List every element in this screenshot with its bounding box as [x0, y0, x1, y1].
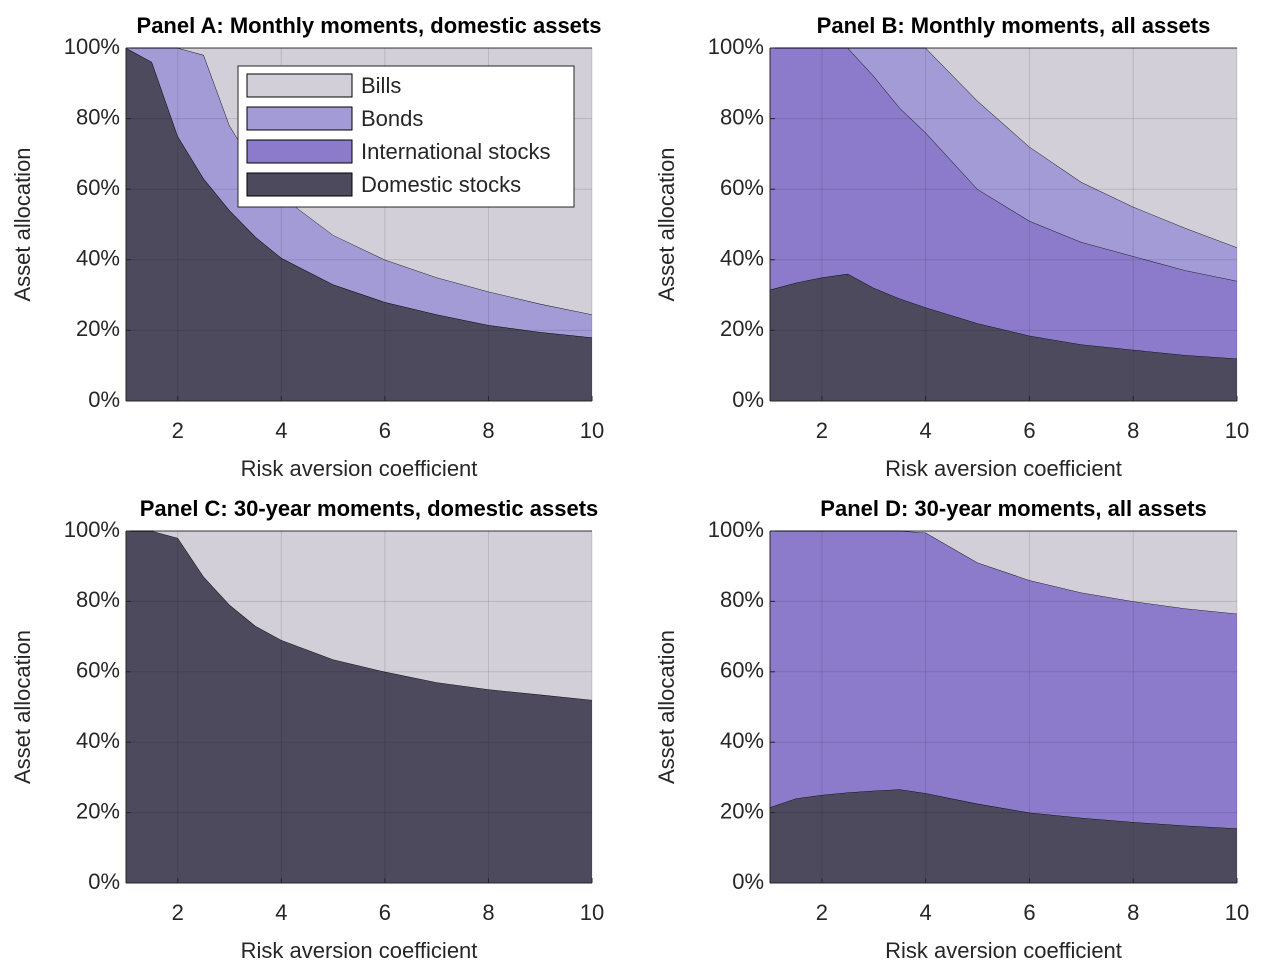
legend-label: International stocks — [361, 139, 551, 164]
y-tick-label: 100% — [64, 517, 120, 542]
y-tick-label: 80% — [720, 104, 764, 129]
legend-swatch — [246, 106, 353, 131]
x-axis-label: Risk aversion coefficient — [241, 938, 478, 963]
x-axis-label: Risk aversion coefficient — [241, 456, 478, 481]
x-tick-label: 4 — [920, 418, 932, 443]
y-tick-label: 100% — [708, 517, 764, 542]
legend-swatch — [246, 73, 353, 98]
area — [126, 531, 592, 883]
chart-title: Panel A: Monthly moments, domestic asset… — [137, 13, 602, 38]
y-tick-label: 60% — [720, 658, 764, 683]
area — [770, 531, 1237, 829]
x-tick-label: 8 — [1127, 418, 1139, 443]
area — [770, 273, 1237, 401]
x-tick-label: 4 — [275, 900, 287, 925]
x-axis-label: Risk aversion coefficient — [885, 938, 1122, 963]
x-tick-label: 10 — [1225, 418, 1249, 443]
chart-title: Panel D: 30-year moments, all assets — [820, 496, 1206, 521]
area — [126, 531, 592, 700]
legend-swatch — [246, 139, 353, 164]
y-tick-label: 100% — [64, 34, 120, 59]
x-tick-label: 8 — [482, 418, 494, 443]
area — [770, 789, 1237, 883]
area — [770, 531, 1237, 614]
chart-title: Panel C: 30-year moments, domestic asset… — [140, 496, 599, 521]
y-tick-label: 20% — [76, 316, 120, 341]
x-axis-label: Risk aversion coefficient — [885, 456, 1122, 481]
x-tick-label: 6 — [379, 900, 391, 925]
y-tick-label: 40% — [76, 728, 120, 753]
panel: 0% 20% 40% 60% 80% 100% 2 4 6 8 10 Panel A: Monthly… — [10, 13, 604, 481]
y-tick-label: 100% — [708, 34, 764, 59]
y-tick-label: 60% — [720, 175, 764, 200]
x-tick-label: 2 — [172, 900, 184, 925]
y-tick-label: 20% — [76, 798, 120, 823]
x-tick-label: 2 — [816, 900, 828, 925]
y-tick-label: 60% — [76, 658, 120, 683]
y-tick-label: 60% — [76, 175, 120, 200]
y-tick-label: 80% — [76, 587, 120, 612]
x-tick-label: 10 — [1225, 900, 1249, 925]
x-tick-label: 8 — [1127, 900, 1139, 925]
y-axis-label: Asset allocation — [654, 630, 679, 784]
panel: 0% 20% 40% 60% 80% 100% 2 4 6 8 10 Panel D: 30-year… — [654, 496, 1249, 963]
y-tick-label: 0% — [732, 869, 764, 894]
panel: 0% 20% 40% 60% 80% 100% 2 4 6 8 10 Panel B: Monthly… — [654, 13, 1249, 481]
area — [126, 48, 592, 401]
chart-title: Panel B: Monthly moments, all assets — [817, 13, 1211, 38]
x-tick-label: 10 — [580, 900, 604, 925]
y-tick-label: 0% — [732, 387, 764, 412]
x-tick-label: 4 — [920, 900, 932, 925]
legend-label: Bonds — [361, 106, 423, 131]
y-tick-label: 40% — [720, 728, 764, 753]
x-tick-label: 2 — [816, 418, 828, 443]
panel: 0% 20% 40% 60% 80% 100% 2 4 6 8 10 Panel C: 30-year… — [10, 496, 604, 963]
y-tick-label: 80% — [76, 104, 120, 129]
legend-swatch — [246, 172, 353, 197]
x-tick-label: 6 — [1023, 418, 1035, 443]
y-tick-label: 40% — [76, 246, 120, 271]
x-tick-label: 6 — [379, 418, 391, 443]
y-tick-label: 20% — [720, 316, 764, 341]
area — [770, 48, 1237, 359]
y-axis-label: Asset allocation — [654, 147, 679, 301]
x-tick-label: 2 — [172, 418, 184, 443]
y-axis-label: Asset allocation — [10, 630, 35, 784]
y-axis-label: Asset allocation — [10, 147, 35, 301]
y-tick-label: 0% — [88, 387, 120, 412]
x-tick-label: 10 — [580, 418, 604, 443]
legend: Bills Bonds International stocks Domestic s… — [237, 65, 575, 208]
area — [770, 48, 1237, 281]
area — [770, 48, 1237, 248]
legend-label: Domestic stocks — [361, 172, 521, 197]
y-tick-label: 20% — [720, 798, 764, 823]
y-tick-label: 40% — [720, 246, 764, 271]
x-tick-label: 6 — [1023, 900, 1035, 925]
legend-label: Bills — [361, 73, 401, 98]
y-tick-label: 80% — [720, 587, 764, 612]
y-tick-label: 0% — [88, 869, 120, 894]
area — [126, 48, 592, 338]
x-tick-label: 4 — [275, 418, 287, 443]
x-tick-label: 8 — [482, 900, 494, 925]
